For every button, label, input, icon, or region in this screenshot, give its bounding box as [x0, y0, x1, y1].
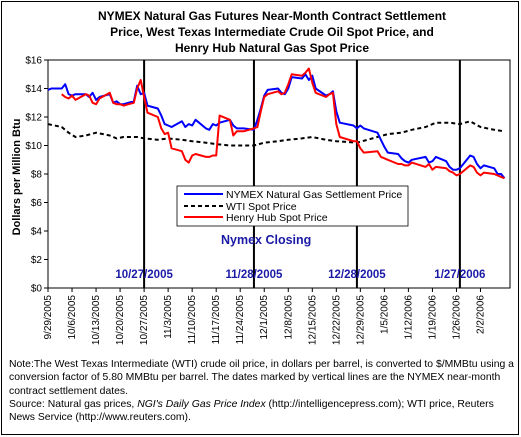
legend-box [176, 185, 409, 227]
legend-label-henry-hub: Henry Hub Spot Price [226, 212, 328, 224]
nymex-closing-label: Nymex Closing [221, 233, 311, 247]
source-italic: NGI's Daily Gas Price Index [137, 398, 266, 410]
y-tick-label: $2 [31, 255, 43, 266]
y-tick-label: $16 [25, 56, 42, 67]
nymex-series-line [47, 73, 506, 179]
x-tick-label: 10/20/2005 [115, 295, 126, 345]
series-group [47, 67, 506, 180]
settlement-date-label: 11/28/2005 [225, 269, 283, 281]
axes-group: $0 $2 $4 $6 $8 $10 $12 $14 $16 9/29/2005 10/6/2005… [25, 56, 511, 345]
chart-title-line-1: NYMEX Natural Gas Futures Near-Month Con… [98, 9, 446, 23]
x-tick-label: 9/29/2005 [43, 295, 54, 340]
x-tick-label: 1/5/2006 [379, 295, 390, 334]
plot-area [47, 59, 511, 289]
x-tick-label: 11/10/2005 [187, 295, 198, 345]
x-tick-label: 12/8/2005 [283, 295, 294, 340]
y-tick-label: $6 [31, 198, 43, 209]
x-tick-label: 10/27/2005 [139, 295, 150, 345]
x-tick-label: 10/6/2005 [67, 295, 78, 340]
x-tick-label: 11/17/2005 [211, 295, 222, 345]
source-prefix: Source: Natural gas prices, [9, 398, 138, 410]
chart-title-line-3: Henry Hub Natural Gas Spot Price [175, 41, 369, 55]
x-tick-label: 12/15/2005 [307, 295, 318, 345]
settlement-date-label: 10/27/2005 [115, 269, 173, 281]
x-tick-label: 12/22/2005 [331, 295, 342, 345]
legend-label-nymex: NYMEX Natural Gas Settlement Price [226, 189, 402, 201]
x-tick-label: 12/1/2005 [259, 295, 270, 340]
y-tick-label: $12 [25, 113, 42, 124]
x-tick-label: 12/29/2005 [355, 295, 366, 345]
y-tick-label: $10 [25, 141, 42, 152]
source-text: Source: Natural gas prices, NGI's Daily … [9, 398, 515, 425]
x-tick-label: 1/12/2006 [403, 295, 414, 340]
henry-hub-series-line [61, 67, 505, 180]
vertical-lines-group: 10/27/2005 11/28/2005 12/28/2005 1/27/2006 [115, 60, 485, 288]
wti-series-line [47, 120, 505, 147]
chart-title-line-2: Price, West Texas Intermediate Crude Oil… [110, 25, 434, 39]
x-tick-label: 2/2/2006 [475, 295, 486, 334]
footnote: Note:The West Texas Intermediate (WTI) c… [9, 358, 515, 424]
y-tick-label: $8 [31, 170, 43, 181]
x-tick-label: 10/13/2005 [91, 295, 102, 345]
y-tick-label: $14 [25, 84, 42, 95]
y-tick-label: $4 [31, 227, 43, 238]
settlement-date-label: 12/28/2005 [328, 269, 386, 281]
y-axis-label: Dollars per Million Btu [11, 119, 23, 236]
x-tick-label: 1/26/2006 [451, 295, 462, 340]
x-tick-label: 11/3/2005 [163, 295, 174, 339]
source-rest: (http://intelligencepress.com); WTI pric… [9, 398, 494, 424]
y-tick-label: $0 [31, 284, 43, 295]
x-tick-label: 1/19/2006 [427, 295, 438, 340]
settlement-date-label: 1/27/2006 [434, 269, 485, 281]
chart-svg: NYMEX Natural Gas Futures Near-Month Con… [11, 9, 511, 345]
note-text: Note:The West Texas Intermediate (WTI) c… [9, 359, 514, 397]
legend-label-wti: WTI Spot Price [226, 201, 297, 213]
x-tick-label: 11/24/2005 [235, 295, 246, 345]
legend: NYMEX Natural Gas Settlement Price WTI S… [176, 185, 409, 227]
